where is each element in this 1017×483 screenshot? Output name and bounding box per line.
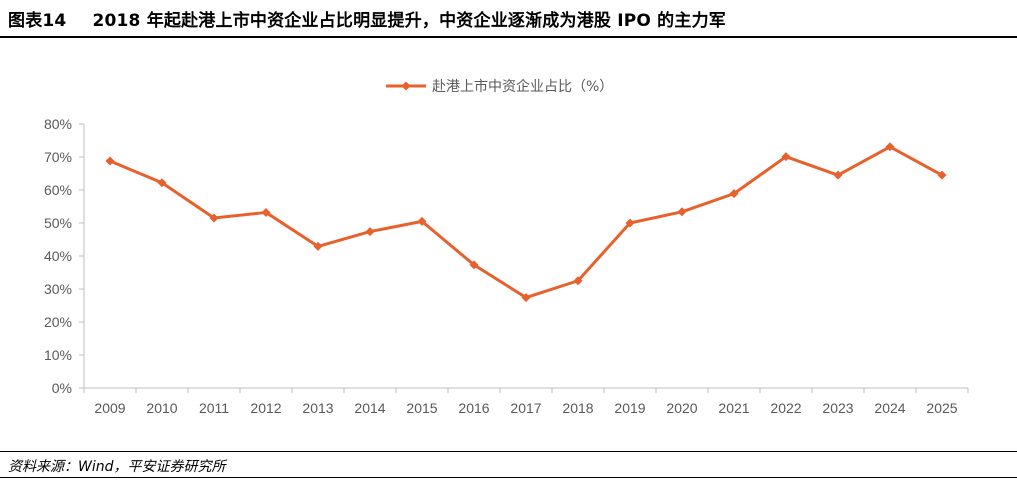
series-group — [105, 142, 947, 303]
y-tick-label: 10% — [44, 347, 72, 363]
legend-marker — [401, 81, 411, 91]
y-tick-label: 50% — [44, 215, 72, 231]
x-tick-label: 2010 — [146, 400, 177, 416]
data-point-marker — [105, 156, 115, 166]
data-point-marker — [625, 218, 635, 228]
data-point-marker — [521, 293, 531, 303]
data-point-marker — [937, 170, 947, 180]
data-point-marker — [261, 207, 271, 217]
legend-label: 赴港上市中资企业占比（%） — [432, 78, 613, 95]
figure-label: 图表14 — [8, 11, 67, 31]
x-tick-label: 2014 — [354, 400, 385, 416]
data-point-marker — [209, 213, 219, 223]
data-point-marker — [417, 216, 427, 226]
legend: 赴港上市中资企业占比（%） — [386, 78, 613, 95]
series-line — [109, 145, 943, 300]
x-tick-label: 2016 — [458, 400, 489, 416]
x-tick-label: 2019 — [614, 400, 645, 416]
x-tick-label: 2023 — [822, 400, 853, 416]
line-chart: 赴港上市中资企业占比（%） 0% 10% 20% 30% 40% 50% 60% 70% 80%… — [44, 78, 969, 416]
x-tick-label: 2015 — [406, 400, 437, 416]
y-tick-label: 30% — [44, 281, 72, 297]
x-tick-label: 2024 — [874, 400, 905, 416]
x-tick-label: 2012 — [250, 400, 281, 416]
figure-header: 图表14 2018 年起赴港上市中资企业占比明显提升，中资企业逐渐成为港股 IPO… — [0, 0, 1017, 40]
data-point-marker — [573, 276, 583, 286]
footer-rule-top — [0, 451, 1017, 452]
figure-caption: 图表14 2018 年起赴港上市中资企业占比明显提升，中资企业逐渐成为港股 IPO… — [8, 6, 726, 31]
data-point-marker — [833, 170, 843, 180]
x-tick-label: 2022 — [770, 400, 801, 416]
y-tick-label: 40% — [44, 248, 72, 264]
data-point-marker — [157, 178, 167, 188]
x-tick-label: 2017 — [510, 400, 541, 416]
x-tick-label: 2013 — [302, 400, 333, 416]
data-point-marker — [313, 241, 323, 251]
x-tick-label: 2020 — [666, 400, 697, 416]
data-point-marker — [781, 152, 791, 162]
data-point-marker — [885, 142, 895, 152]
y-tick-label: 70% — [44, 149, 72, 165]
data-point-marker — [677, 207, 687, 217]
x-tick-label: 2011 — [199, 400, 229, 416]
axes: 0% 10% 20% 30% 40% 50% 60% 70% 80% 2009 2010 2011 20… — [44, 116, 969, 416]
figure-title: 2018 年起赴港上市中资企业占比明显提升，中资企业逐渐成为港股 IPO 的主力… — [92, 11, 726, 31]
y-tick-label: 0% — [52, 380, 72, 396]
source-note: 资料来源：Wind，平安证券研究所 — [8, 459, 226, 475]
y-tick-label: 60% — [44, 182, 72, 198]
x-tick-label: 2021 — [718, 400, 749, 416]
x-tick-label: 2009 — [94, 400, 125, 416]
data-point-marker — [365, 227, 375, 237]
y-tick-label: 20% — [44, 314, 72, 330]
data-point-marker — [469, 260, 479, 270]
footer-rule-bottom — [0, 477, 1017, 478]
x-tick-label: 2018 — [562, 400, 593, 416]
header-rule — [0, 36, 1017, 38]
y-tick-label: 80% — [44, 116, 72, 132]
data-point-marker — [729, 189, 739, 199]
x-tick-label: 2025 — [926, 400, 957, 416]
